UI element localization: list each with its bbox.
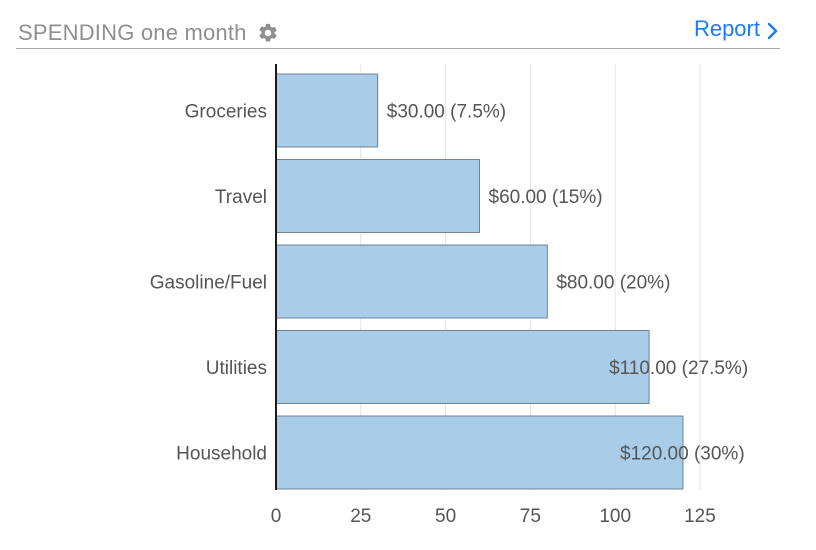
category-label: Gasoline/Fuel [150, 273, 267, 294]
chevron-right-icon [766, 20, 778, 40]
bar[interactable] [275, 73, 379, 148]
data-label: $60.00 (15%) [489, 187, 603, 208]
bar[interactable] [275, 159, 480, 233]
data-label: $110.00 (27.5%) [609, 358, 748, 379]
report-button[interactable]: Report [694, 16, 778, 42]
page-title-group: SPENDING one month [18, 20, 279, 46]
category-label: Household [176, 444, 267, 465]
chart-header: SPENDING one month Report [16, 14, 780, 49]
x-tick-label: 25 [350, 506, 371, 527]
gear-icon[interactable] [257, 22, 279, 44]
x-tick-label: 75 [520, 506, 541, 527]
report-label: Report [693, 16, 760, 41]
data-label: $30.00 (7.5%) [387, 102, 506, 123]
bar[interactable] [275, 330, 650, 404]
category-label: Utilities [206, 358, 267, 379]
x-tick-label: 0 [271, 506, 282, 527]
data-label: $120.00 (30%) [620, 444, 745, 465]
category-label: Travel [215, 187, 267, 208]
bar-chart: Groceries $30.00 (7.5%) Travel $60.00 (15%)… [150, 64, 748, 527]
x-tick-label: 125 [684, 506, 716, 527]
category-label: Groceries [185, 102, 267, 123]
data-label: $80.00 (20%) [556, 273, 670, 294]
x-tick-label: 50 [435, 506, 456, 527]
page-title: SPENDING one month [18, 20, 247, 45]
bar[interactable] [275, 415, 684, 490]
x-tick-label: 100 [599, 506, 631, 527]
bar[interactable] [275, 244, 548, 319]
